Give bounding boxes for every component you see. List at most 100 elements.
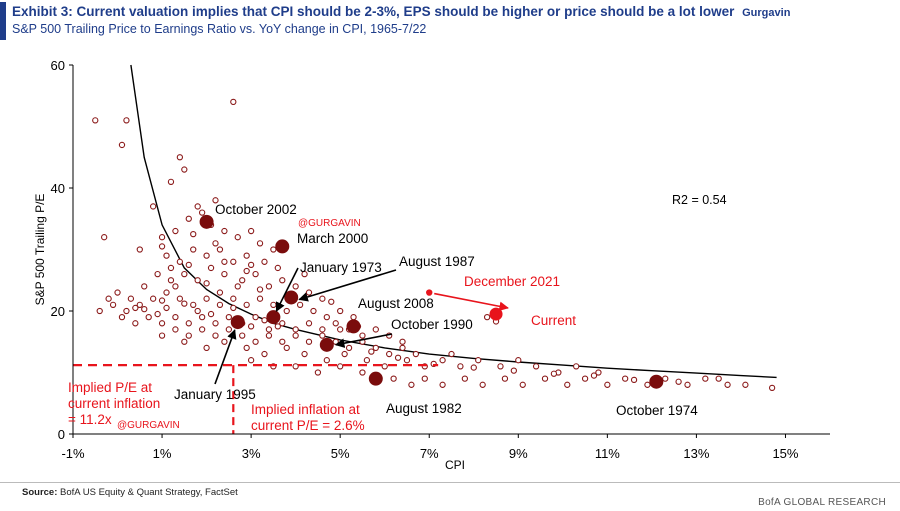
- scatter-point: [261, 258, 268, 265]
- scatter-point: [292, 326, 299, 333]
- scatter-point: [158, 320, 166, 327]
- scatter-point: [198, 313, 206, 321]
- x-tick-label: 5%: [331, 446, 350, 461]
- arrow-january-1995: [214, 329, 237, 385]
- scatter-point: [675, 378, 682, 385]
- y-tick-label: 60: [51, 58, 65, 73]
- scatter-point: [408, 381, 415, 388]
- scatter-point: [337, 363, 344, 370]
- highlight-point: [199, 214, 214, 229]
- scatter-point: [519, 381, 526, 388]
- chart-subtitle: S&P 500 Trailing Price to Earnings Ratio…: [12, 22, 427, 36]
- x-tick-label: 9%: [509, 446, 528, 461]
- scatter-point: [132, 320, 139, 327]
- scatter-point: [150, 203, 157, 210]
- scatter-point: [372, 344, 379, 352]
- scatter-point: [350, 313, 357, 321]
- highlight-point: [649, 374, 664, 389]
- scatter-point: [310, 307, 317, 315]
- scatter-point: [439, 357, 446, 364]
- scatter-point: [252, 313, 259, 321]
- label-march-2000: March 2000: [297, 231, 368, 246]
- scatter-point: [190, 246, 197, 253]
- scatter-point: [172, 313, 179, 321]
- scatter-point: [421, 375, 428, 382]
- scatter-point: [212, 332, 219, 339]
- scatter-point: [216, 246, 224, 253]
- scatter-point: [604, 381, 611, 388]
- scatter-point: [141, 283, 148, 290]
- scatter-point: [127, 295, 135, 302]
- scatter-point: [114, 289, 121, 296]
- highlight-point: [230, 315, 245, 330]
- scatter-point: [167, 264, 175, 272]
- scatter-point: [381, 363, 388, 370]
- scatter-point: [359, 332, 366, 339]
- scatter-point: [221, 258, 228, 265]
- scatter-point: [118, 313, 126, 321]
- highlight-point: [319, 337, 334, 352]
- scatter-point: [256, 240, 264, 247]
- scatter-point: [145, 313, 152, 321]
- scatter-point: [261, 350, 268, 358]
- scatter-point: [185, 320, 192, 327]
- scatter-point: [448, 350, 455, 358]
- scatter-point: [252, 270, 259, 278]
- scatter-point: [123, 117, 130, 124]
- scatter-point: [457, 363, 464, 370]
- scatter-point: [483, 313, 491, 321]
- scatter-point: [439, 381, 446, 388]
- scatter-point: [279, 277, 286, 284]
- x-tick-label: -1%: [61, 446, 85, 461]
- scatter-point: [470, 364, 477, 371]
- scatter-chart: -1% 1% 3% 5% 7% 9% 11% 13% 15% 0 20 40 60 CPI S&P 500 …: [33, 58, 830, 472]
- scatter-point: [497, 363, 504, 370]
- brand-label: BofA GLOBAL RESEARCH: [758, 497, 886, 508]
- scatter-point: [158, 243, 166, 250]
- arrow-october-1990: [334, 333, 393, 348]
- scatter-point: [230, 304, 237, 312]
- current-point: [489, 307, 503, 321]
- label-october-2002: October 2002: [215, 202, 297, 217]
- scatter-point: [176, 295, 184, 302]
- scatter-point: [132, 304, 139, 312]
- scatter-point: [292, 332, 299, 339]
- scatter-point: [390, 375, 397, 382]
- scatter-point: [368, 348, 375, 355]
- scatter-point: [203, 280, 210, 287]
- scatter-point: [768, 384, 776, 392]
- scatter-point: [243, 267, 250, 275]
- highlight-point: [346, 319, 361, 334]
- label-august-1987: August 1987: [399, 254, 475, 269]
- scatter-point: [203, 344, 210, 352]
- scatter-point: [221, 270, 228, 278]
- arrow-january-1973: [275, 267, 299, 313]
- scatter-point: [185, 332, 192, 339]
- scatter-point: [176, 154, 184, 161]
- scatter-point: [644, 381, 651, 388]
- scatter-point: [163, 289, 170, 296]
- scatter-point: [337, 326, 344, 333]
- scatter-point: [662, 375, 669, 382]
- scatter-point: [207, 310, 215, 318]
- scatter-point: [247, 357, 255, 364]
- title-tag: Gurgavin: [742, 7, 791, 19]
- scatter-point: [158, 234, 166, 241]
- scatter-point: [256, 286, 264, 293]
- scatter-point: [292, 363, 299, 370]
- scatter-point: [194, 307, 201, 315]
- scatter-point: [167, 178, 175, 185]
- scatter-point: [274, 264, 281, 272]
- scatter-point: [158, 297, 166, 304]
- scatter-point: [265, 283, 273, 290]
- label-october-1990: October 1990: [391, 317, 473, 332]
- scatter-point: [176, 258, 184, 265]
- source-label: Source:: [22, 487, 58, 498]
- scatter-point: [323, 357, 330, 364]
- implied-inflation-label-line: Implied inflation at: [251, 402, 360, 417]
- scatter-point: [212, 320, 219, 327]
- scatter-point: [198, 326, 206, 333]
- scatter-point: [230, 258, 237, 265]
- scatter-point: [239, 332, 246, 339]
- scatter-point: [319, 326, 326, 333]
